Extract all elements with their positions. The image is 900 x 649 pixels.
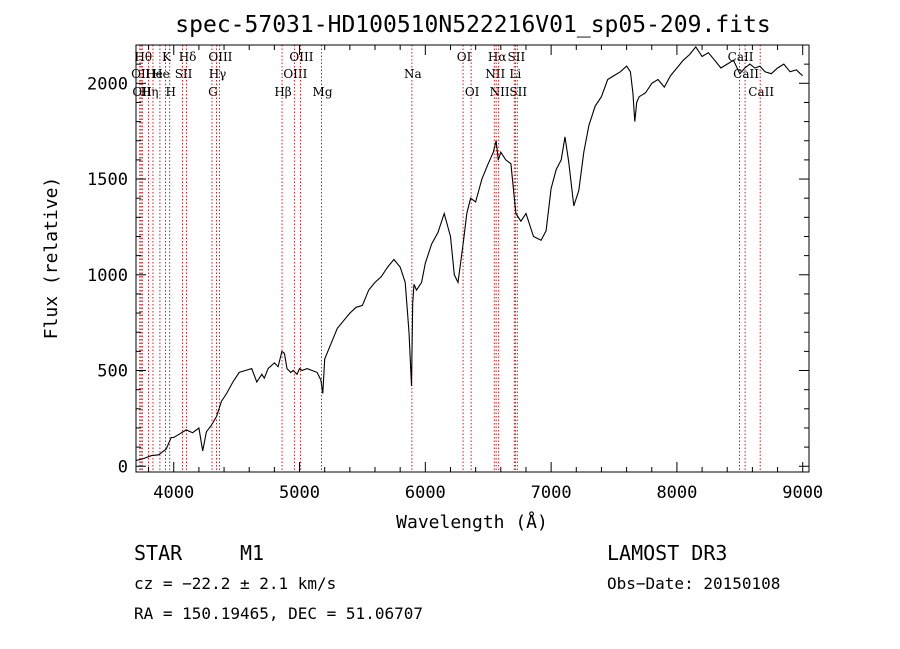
y-tick-label-1: 500 [97, 362, 128, 382]
axes: 4000 5000 6000 7000 8000 9000 0 500 1000 1500 2000 [87, 44, 823, 503]
y-tick-label-2: 1000 [87, 266, 128, 286]
survey-name: LAMOST DR3 [607, 541, 727, 565]
plot-frame [135, 44, 810, 473]
y-tick-label-3: 1500 [87, 170, 128, 190]
marker-label-6: K [162, 50, 172, 64]
marker-label-25: SII [509, 85, 527, 99]
chart-title: spec-57031-HD100510N522216V01_sp05-209.f… [175, 12, 770, 38]
x-tick-label-2: 6000 [405, 483, 446, 503]
line-markers: HθOIIOIIHηHeHeKHSIIHδGHγOIIIHβOIIIOIIIMg… [131, 45, 774, 472]
x-tick-label-5: 9000 [782, 483, 823, 503]
marker-label-11: Hγ [209, 67, 227, 81]
marker-label-9: Hδ [179, 50, 197, 64]
observation-date: Obs−Date: 20150108 [607, 574, 780, 593]
marker-label-20: NII [485, 67, 505, 81]
x-tick-label-4: 8000 [656, 483, 697, 503]
marker-label-27: CaII [733, 67, 759, 81]
marker-label-15: OIII [289, 50, 313, 64]
marker-label-28: CaII [748, 85, 774, 99]
x-axis-label: Wavelength (Å) [396, 511, 548, 533]
coordinates: RA = 150.19465, DEC = 51.06707 [134, 604, 423, 623]
object-class: STAR [134, 541, 183, 565]
x-tick-label-0: 4000 [153, 483, 194, 503]
x-tick-label-1: 5000 [279, 483, 320, 503]
marker-label-24: SII [508, 50, 526, 64]
marker-label-21: Hα [488, 50, 507, 64]
marker-label-5: He [152, 67, 170, 81]
redshift-cz: cz = −22.2 ± 2.1 km/s [134, 574, 336, 593]
marker-label-19: OI [465, 85, 480, 99]
spectrum-line [135, 45, 804, 462]
marker-label-7: H [165, 85, 175, 99]
marker-label-2: OII [132, 85, 152, 99]
marker-label-14: OIII [283, 67, 307, 81]
marker-label-3: Hη [141, 85, 159, 99]
y-tick-label-0: 0 [118, 457, 128, 477]
object-subclass: M1 [240, 541, 264, 565]
marker-label-10: G [208, 85, 218, 99]
y-axis-label: Flux (relative) [41, 177, 62, 340]
marker-label-8: SII [175, 67, 193, 81]
y-tick-label-4: 2000 [87, 74, 128, 94]
marker-label-0: Hθ [134, 50, 152, 64]
marker-label-16: Mg [313, 85, 333, 99]
x-tick-label-3: 7000 [531, 483, 572, 503]
marker-label-4: He [145, 67, 163, 81]
marker-label-12: OIII [208, 50, 232, 64]
marker-label-13: Hβ [274, 85, 291, 99]
marker-label-22: NII [490, 85, 510, 99]
marker-label-17: Na [404, 67, 422, 81]
marker-label-18: OI [457, 50, 472, 64]
